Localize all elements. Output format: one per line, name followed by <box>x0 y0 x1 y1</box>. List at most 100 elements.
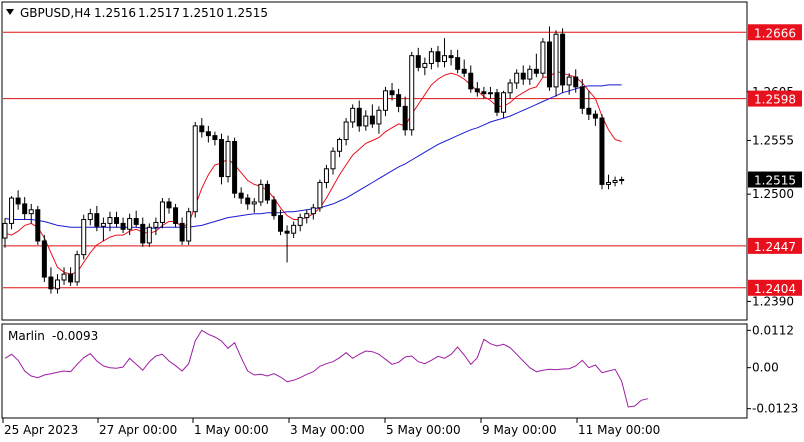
candle-body <box>35 209 41 242</box>
candle-body <box>140 223 146 244</box>
time-tick-label: 3 May 00:00 <box>290 423 365 437</box>
candle-body <box>192 125 198 213</box>
candle-body <box>323 168 329 183</box>
candle <box>186 207 192 245</box>
candle-body <box>179 222 185 242</box>
candle <box>271 196 277 220</box>
candle <box>166 198 172 214</box>
candle-body <box>87 213 93 221</box>
candle <box>481 86 487 99</box>
indicator-name: Marlin <box>8 329 45 343</box>
candle-body <box>573 76 579 88</box>
indicator-tick-label: 0.00 <box>752 361 779 375</box>
candle-body <box>606 181 612 185</box>
chart-menu-triangle-icon[interactable] <box>6 9 14 15</box>
candle <box>520 65 526 85</box>
candle-body <box>74 254 80 283</box>
candle-body <box>494 92 500 113</box>
candle <box>28 203 34 224</box>
candle-body <box>225 140 231 178</box>
candle-body <box>153 221 159 228</box>
candle <box>212 131 218 146</box>
candle-body <box>218 139 224 178</box>
indicator-tick-label: -0.0123 <box>752 402 798 416</box>
candle-body <box>258 183 264 203</box>
level-price-badge <box>748 237 802 254</box>
candle <box>2 218 8 248</box>
candle-body <box>251 201 257 205</box>
candle-body <box>376 109 382 125</box>
candle <box>382 86 388 117</box>
candle-body <box>501 92 507 113</box>
price-axis: 1.25001.25551.26051.23901.26661.25981.24… <box>747 24 802 308</box>
candle-body <box>310 207 316 215</box>
candle <box>232 137 238 199</box>
candle-body <box>159 201 165 223</box>
level-price-badge <box>748 90 802 107</box>
marlin-line <box>4 329 649 408</box>
candle-body <box>81 219 87 256</box>
level-price-label: 1.2404 <box>754 282 796 296</box>
time-tick-label: 25 Apr 2023 <box>4 423 78 437</box>
candle-body <box>41 240 47 278</box>
candle-body <box>350 107 356 123</box>
candle <box>435 45 441 68</box>
candle-body <box>245 197 251 205</box>
candle <box>54 274 60 294</box>
candle <box>238 187 244 204</box>
candle-body <box>356 107 362 127</box>
candle-body <box>461 68 467 74</box>
candle <box>120 217 126 234</box>
candle <box>87 208 93 226</box>
time-tick-label: 1 May 00:00 <box>194 423 269 437</box>
time-tick-label: 27 Apr 00:00 <box>99 423 177 437</box>
candle <box>566 73 572 95</box>
candle-body <box>389 90 395 96</box>
candle <box>173 203 179 228</box>
candle <box>68 267 74 286</box>
candle <box>337 137 343 158</box>
candle-body <box>586 107 592 115</box>
candle <box>225 135 231 183</box>
candle-body <box>422 62 428 68</box>
candle <box>507 79 513 99</box>
candle <box>415 47 421 72</box>
candle <box>264 180 270 204</box>
candle <box>330 147 336 175</box>
candle <box>310 203 316 220</box>
candle-body <box>619 179 625 182</box>
candle-body <box>592 113 598 119</box>
candle-body <box>415 55 421 68</box>
candle <box>9 196 15 230</box>
candle <box>153 217 159 236</box>
candle-body <box>612 180 618 183</box>
candle <box>527 65 533 85</box>
candle <box>363 110 369 131</box>
candle-body <box>212 135 218 141</box>
candle <box>284 225 290 263</box>
indicator-axis: 0.0112 0.00 -0.0123 <box>747 323 798 416</box>
candle-body <box>468 72 474 90</box>
price-tick-label: 1.2555 <box>752 134 794 148</box>
price-tick-label: 1.2500 <box>752 187 794 201</box>
candle-body <box>2 222 8 239</box>
candle <box>159 198 165 229</box>
level-price-badge <box>748 24 802 41</box>
candle <box>356 100 362 132</box>
candle-body <box>402 105 408 131</box>
candle-body <box>48 276 54 290</box>
candle <box>402 96 408 136</box>
candle <box>278 209 284 236</box>
candle-body <box>442 55 448 63</box>
candle-body <box>540 41 546 74</box>
candle <box>533 53 539 78</box>
candle-body <box>546 41 552 88</box>
candle <box>514 69 520 89</box>
candle <box>586 90 592 121</box>
candle <box>428 47 434 70</box>
indicator-tick-label: 0.0112 <box>752 323 794 337</box>
candle-body <box>599 117 605 185</box>
candle <box>553 30 559 97</box>
candle-body <box>520 72 526 80</box>
